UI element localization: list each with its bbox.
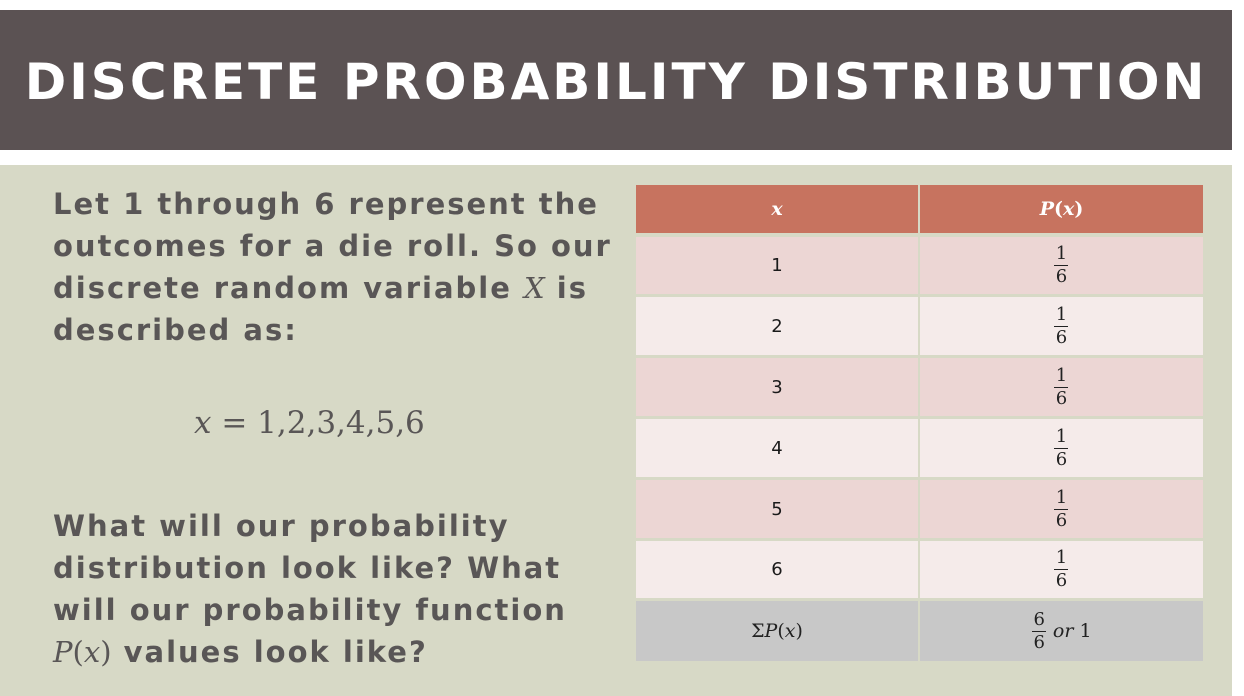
sum-label-cell: ΣP(x) xyxy=(636,601,918,661)
function-argument: x xyxy=(83,635,101,669)
x-cell: 5 xyxy=(636,480,918,538)
fraction-numerator: 1 xyxy=(1055,303,1068,325)
question-line-4: P(x) values look like? xyxy=(53,631,567,673)
x-cell: 2 xyxy=(636,297,918,355)
fraction-denominator: 6 xyxy=(1055,387,1068,409)
sum-func: P xyxy=(764,620,778,642)
fraction-denominator: 6 xyxy=(1055,448,1068,470)
header-p-open: ( xyxy=(1053,198,1063,220)
fraction-denominator: 6 xyxy=(1055,570,1068,591)
equation-variable: x xyxy=(194,405,212,441)
fraction-numerator: 1 xyxy=(1055,486,1068,508)
fraction-denominator: 6 xyxy=(1055,266,1068,287)
x-cell: 3 xyxy=(636,358,918,416)
x-cell: 6 xyxy=(636,541,918,598)
fraction-bar xyxy=(1054,447,1069,449)
x-value: 4 xyxy=(771,437,783,459)
intro-line-4: described as: xyxy=(53,313,298,347)
fraction-numerator: 1 xyxy=(1055,547,1068,568)
x-value: 6 xyxy=(771,559,783,580)
random-variable-symbol: X xyxy=(524,271,545,305)
fraction-denominator: 6 xyxy=(1033,631,1045,653)
x-value: 5 xyxy=(771,498,783,520)
x-cell: 4 xyxy=(636,419,918,477)
question-line-3: will our probability function xyxy=(53,593,567,627)
sum-close: ) xyxy=(795,620,803,642)
intro-line-2: outcomes for a die roll. So our xyxy=(53,229,612,263)
fraction-numerator: 1 xyxy=(1055,243,1068,264)
outcome-equation: x = 1,2,3,4,5,6 xyxy=(194,405,425,441)
fraction-bar xyxy=(1054,569,1069,570)
fraction-bar xyxy=(1032,630,1047,632)
question-line-4-suffix: values look like? xyxy=(111,635,428,669)
sum-label: ΣP(x) xyxy=(751,620,803,642)
fraction-denominator: 6 xyxy=(1055,326,1068,348)
intro-line-3-prefix: discrete random variable xyxy=(53,271,525,305)
intro-line-1: Let 1 through 6 represent the xyxy=(53,187,599,221)
sum-open: ( xyxy=(777,620,785,642)
sum-one: 1 xyxy=(1079,620,1092,642)
question-paragraph: What will our probability distribution l… xyxy=(53,505,567,673)
sigma-symbol: Σ xyxy=(751,620,765,642)
header-px: P(x) xyxy=(920,185,1203,233)
question-line-2: distribution look like? What xyxy=(53,551,562,585)
fraction-bar xyxy=(1054,265,1069,266)
intro-line-3-suffix: is xyxy=(544,271,588,305)
x-cell: 1 xyxy=(636,237,918,294)
paren-open: ( xyxy=(72,635,84,669)
fraction-denominator: 6 xyxy=(1055,509,1068,531)
x-value: 1 xyxy=(771,255,783,276)
x-value: 2 xyxy=(771,315,783,337)
x-value: 3 xyxy=(771,376,783,398)
question-line-1: What will our probability xyxy=(53,509,510,543)
header-p-var: x xyxy=(1062,198,1075,220)
function-symbol: P xyxy=(53,635,73,669)
table-header-row: x P(x) xyxy=(636,185,1203,233)
fraction-numerator: 1 xyxy=(1055,364,1068,386)
equation-values: = 1,2,3,4,5,6 xyxy=(211,405,425,441)
header-p-close: ) xyxy=(1074,198,1084,220)
header-x-label: x xyxy=(771,198,783,220)
sum-var: x xyxy=(784,620,796,642)
intro-paragraph: Let 1 through 6 represent the outcomes f… xyxy=(53,183,612,351)
intro-line-3: discrete random variable X is xyxy=(53,267,612,309)
fraction-bar xyxy=(1054,508,1069,510)
header-p-func: P xyxy=(1039,198,1054,220)
title-bar: DISCRETE PROBABILITY DISTRIBUTION xyxy=(0,10,1232,150)
slide-title: DISCRETE PROBABILITY DISTRIBUTION xyxy=(24,53,1208,111)
paren-close: ) xyxy=(100,635,112,669)
sum-alt: or 1 xyxy=(1053,620,1092,642)
fraction-numerator: 6 xyxy=(1033,608,1045,630)
fraction-bar xyxy=(1054,386,1069,388)
or-word: or xyxy=(1052,620,1074,642)
fraction-bar xyxy=(1054,325,1069,327)
header-x: x xyxy=(636,185,918,233)
fraction-numerator: 1 xyxy=(1055,425,1068,447)
